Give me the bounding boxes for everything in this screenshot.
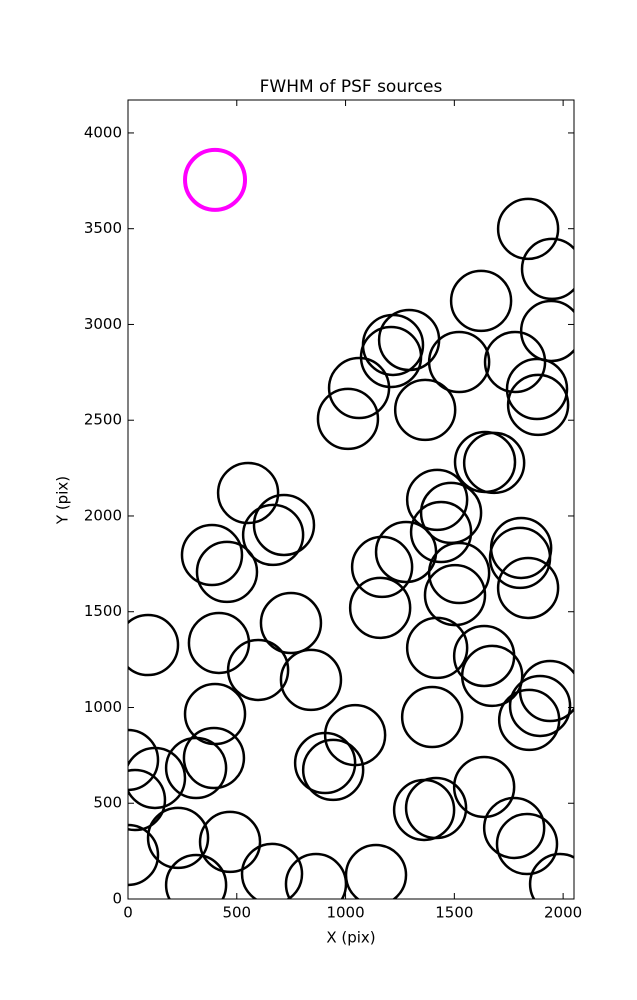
- x-tick-label: 0: [123, 904, 133, 922]
- source-circle: [241, 503, 305, 567]
- source-circle: [128, 768, 167, 832]
- source-circle: [128, 728, 160, 792]
- source-circle: [462, 431, 526, 495]
- source-circle: [252, 493, 316, 557]
- plot-frame: [127, 99, 575, 900]
- source-circle: [195, 540, 259, 604]
- source-circle: [348, 576, 412, 640]
- source-circle: [128, 613, 180, 677]
- source-circle: [482, 796, 546, 860]
- x-tick-label: 1000: [326, 904, 364, 922]
- source-circle: [240, 842, 304, 899]
- source-circle: [496, 556, 560, 620]
- source-circle: [528, 852, 574, 899]
- source-circle: [323, 703, 387, 767]
- source-circle: [518, 659, 574, 723]
- source-circle: [427, 541, 491, 605]
- y-axis-label: Y (pix): [54, 476, 72, 525]
- source-circle: [427, 330, 491, 394]
- y-tick-label: 2500: [84, 411, 122, 429]
- source-circle: [400, 685, 464, 749]
- source-circle: [495, 812, 559, 876]
- x-tick-label: 2000: [544, 904, 582, 922]
- source-circle: [496, 197, 560, 261]
- source-circle: [374, 520, 438, 584]
- reference-circle: [183, 147, 248, 212]
- source-circle: [187, 611, 251, 675]
- source-circle: [128, 823, 160, 887]
- source-circle: [520, 237, 574, 301]
- y-tick-label: 0: [112, 890, 122, 908]
- source-circle: [128, 746, 187, 810]
- source-circle: [226, 638, 290, 702]
- source-circle: [301, 738, 365, 802]
- source-circle: [508, 674, 572, 738]
- source-circle: [404, 776, 468, 840]
- x-axis-label: X (pix): [326, 929, 375, 947]
- source-circle: [409, 500, 473, 564]
- x-tick-label: 1500: [435, 904, 473, 922]
- source-circle: [405, 468, 469, 532]
- source-circle: [452, 755, 516, 819]
- y-tick-label: 1000: [84, 698, 122, 716]
- source-circle: [259, 591, 323, 655]
- source-circle: [198, 810, 262, 874]
- chart-title: FWHM of PSF sources: [260, 77, 443, 97]
- source-circle: [393, 378, 457, 442]
- source-circle: [350, 535, 414, 599]
- source-circle: [216, 461, 280, 525]
- source-circle: [180, 523, 244, 587]
- source-circle: [519, 299, 574, 363]
- source-circle: [505, 357, 569, 421]
- source-circle: [489, 516, 553, 580]
- y-tick-label: 3000: [84, 315, 122, 333]
- source-circle: [344, 843, 408, 899]
- y-tick-label: 500: [93, 794, 122, 812]
- source-circle: [316, 387, 380, 451]
- source-circle: [164, 853, 228, 899]
- source-circle: [506, 373, 570, 437]
- source-circle: [146, 806, 210, 870]
- source-circle: [419, 481, 483, 545]
- source-circle: [183, 682, 247, 746]
- source-circle: [449, 269, 513, 333]
- x-tick-label: 500: [222, 904, 251, 922]
- source-circle: [392, 778, 456, 842]
- source-circle: [423, 563, 487, 627]
- source-circle: [359, 325, 423, 389]
- source-circle: [483, 330, 547, 394]
- source-circle: [279, 648, 343, 712]
- source-circle: [327, 356, 391, 420]
- source-circle: [284, 852, 348, 899]
- source-circle: [460, 644, 524, 708]
- y-tick-label: 1500: [84, 602, 122, 620]
- source-circle: [182, 726, 246, 790]
- y-tick-label: 3500: [84, 219, 122, 237]
- y-tick-label: 2000: [84, 506, 122, 524]
- y-tick-label: 4000: [84, 123, 122, 141]
